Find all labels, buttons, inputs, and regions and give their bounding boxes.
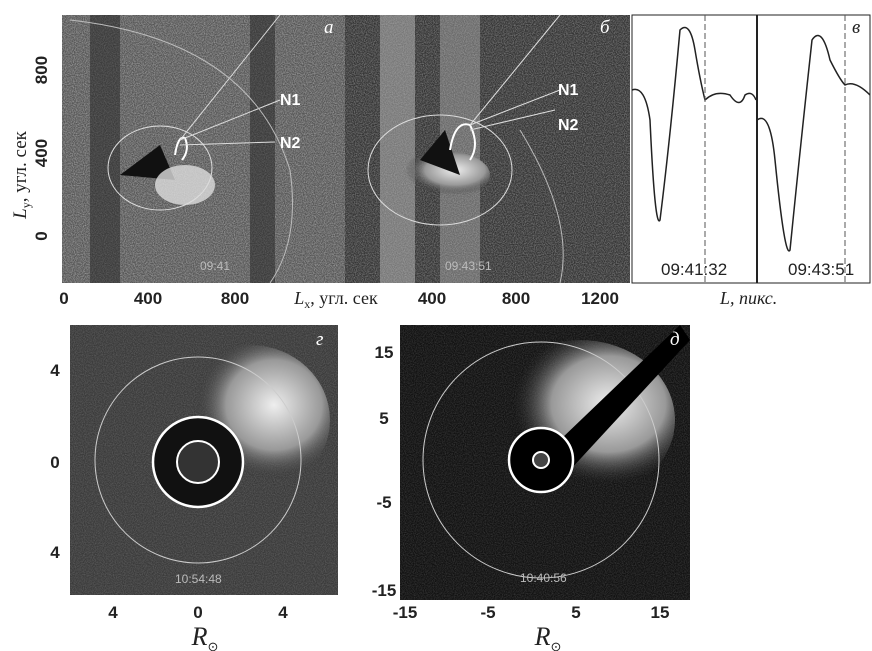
guide-line <box>469 14 561 126</box>
y-tick-label: 15 <box>375 343 394 362</box>
x-tick-label: 800 <box>221 289 249 308</box>
timestamp: 09:43:51 <box>788 260 854 279</box>
x-axis-label: R⊙ <box>534 622 562 651</box>
x-tick-label: 800 <box>502 289 530 308</box>
profile <box>631 26 757 222</box>
panel-g: г 10:54:48 <box>70 325 338 595</box>
panel-label: д <box>670 329 680 350</box>
ellipse <box>107 125 213 211</box>
guide-line <box>179 14 281 141</box>
dark-region <box>420 130 460 175</box>
n2-label: N2 <box>280 135 301 152</box>
guide-line <box>179 141 276 146</box>
panel-label: б <box>600 17 611 38</box>
guide-line <box>179 99 281 141</box>
arc <box>69 19 293 284</box>
y-axis-label-main: L <box>10 208 31 220</box>
n2-label: N2 <box>558 117 579 134</box>
sun-circle <box>532 451 550 469</box>
y-axis-label-sub: y <box>19 202 33 208</box>
x-tick-label: -15 <box>393 603 418 622</box>
x-axis-label-sub: x <box>304 297 310 311</box>
panel-label: в <box>852 17 860 38</box>
n1-label: N1 <box>280 92 301 109</box>
ellipse <box>367 114 513 226</box>
y-tick-label: 4 <box>50 361 60 380</box>
guide-line <box>469 109 556 131</box>
x-tick-label: 5 <box>571 603 580 622</box>
y-tick-label: 400 <box>32 139 51 167</box>
panel-a: а N1 N2 09:41 <box>62 14 345 284</box>
x-axis-label-sub: ⊙ <box>550 639 561 651</box>
arc <box>519 129 564 284</box>
x-axis-label-main: L <box>293 288 304 308</box>
panel-v: в 09:41:32 09:43:51 L, пикс. <box>631 14 871 308</box>
x-axis-label: R⊙ <box>191 622 219 651</box>
panel-d: д 10:40:56 <box>400 325 690 600</box>
panel-label: г <box>316 329 323 350</box>
profile <box>756 34 871 252</box>
x-tick-label: 4 <box>278 603 288 622</box>
timestamp: 09:41 <box>200 259 230 273</box>
dark-region <box>120 145 175 180</box>
bright-region <box>390 150 490 200</box>
y-tick-label: -5 <box>376 493 391 512</box>
x-tick-label: -5 <box>480 603 495 622</box>
y-tick-label: 5 <box>379 409 388 428</box>
x-tick-label: 4 <box>108 603 118 622</box>
y-tick-label: -15 <box>372 581 397 600</box>
y-axis-label: Ly, угл. сек <box>10 130 33 219</box>
stripe <box>380 15 415 283</box>
n1-label: N1 <box>558 82 579 99</box>
timestamp: 10:54:48 <box>175 572 222 586</box>
y-tick-label: 4 <box>50 543 60 562</box>
x-tick-label: 400 <box>418 289 446 308</box>
x-tick-label: 0 <box>193 603 202 622</box>
y-axis-label-rest: , угл. сек <box>10 130 31 202</box>
x-axis-label: L, пикс. <box>719 288 777 308</box>
timestamp: 09:41:32 <box>661 260 727 279</box>
timestamp: 10:40:56 <box>520 571 567 585</box>
timestamp: 09:43:51 <box>445 259 492 273</box>
circle <box>422 341 660 579</box>
panel-b: б N1 N2 09:43:51 <box>345 14 630 284</box>
pylon <box>560 325 690 470</box>
x-axis-label-sub: ⊙ <box>207 639 218 651</box>
x-tick-label: 1200 <box>581 289 619 308</box>
x-axis-label: Lx, угл. сек <box>293 288 378 311</box>
bright-region <box>155 165 215 205</box>
x-axis-label-main: R <box>191 622 208 651</box>
x-tick-label: 0 <box>59 289 68 308</box>
guide-line <box>469 89 561 126</box>
y-tick-label: 800 <box>32 56 51 84</box>
stripe <box>250 15 275 283</box>
stripe <box>90 15 120 283</box>
x-tick-label: 400 <box>134 289 162 308</box>
y-tick-label: 0 <box>32 231 51 240</box>
y-tick-label: 0 <box>50 453 59 472</box>
x-tick-label: 15 <box>651 603 670 622</box>
sun-circle <box>176 440 220 484</box>
circle <box>94 356 302 564</box>
x-axis-label-main: R <box>534 622 551 651</box>
x-axis-label-rest: , угл. сек <box>310 288 378 308</box>
panel-label: а <box>324 17 334 38</box>
